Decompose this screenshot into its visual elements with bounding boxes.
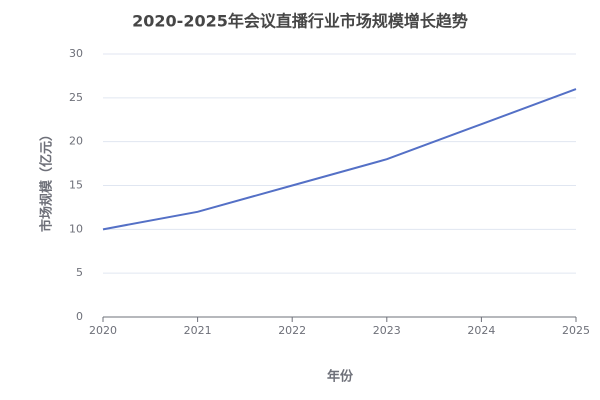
data-line	[102, 88, 577, 231]
y-tick-label: 0	[76, 310, 83, 323]
x-axis-title: 年份	[327, 369, 354, 385]
x-tick-label: 2022	[278, 324, 306, 337]
x-tick-label: 2025	[562, 324, 590, 337]
x-tick-label: 2020	[89, 324, 117, 337]
y-tick-label: 20	[69, 135, 83, 148]
chart-title: 2020-2025年会议直播行业市场规模增长趋势	[132, 12, 468, 31]
y-tick-label: 15	[69, 179, 83, 192]
y-tick-label: 25	[69, 91, 83, 104]
x-tick-label: 2024	[467, 324, 495, 337]
x-tick-label: 2021	[184, 324, 212, 337]
x-tick-label: 2023	[373, 324, 401, 337]
y-tick-label: 5	[76, 266, 83, 279]
y-tick-label: 30	[69, 47, 83, 60]
y-axis-title: 市场规模（亿元）	[39, 128, 55, 232]
y-tick-label: 10	[69, 222, 83, 235]
